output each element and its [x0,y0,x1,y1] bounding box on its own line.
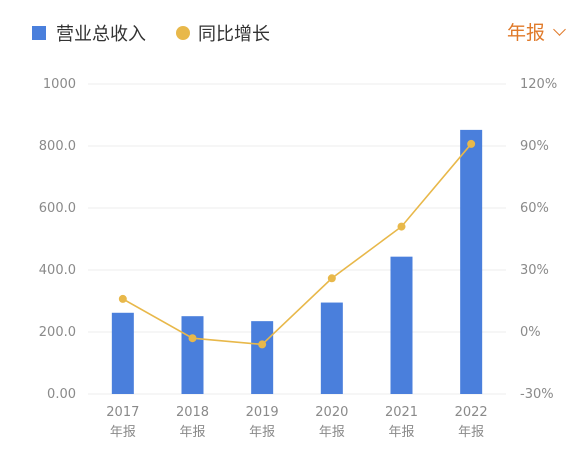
growth-point-2022 [467,139,476,148]
growth-point-2017 [118,294,127,303]
y-right-tick-label: 30% [520,263,549,278]
growth-point-2019 [258,340,267,349]
period-dropdown[interactable]: 年报 [506,18,566,45]
bar-revenue-2019 [251,321,274,394]
legend-bar-swatch [32,26,46,40]
chart-legend: 营业总收入 同比增长 [32,20,300,46]
y-left-tick-label: 600.0 [39,201,76,216]
x-tick-year-label: 2017 [106,405,139,420]
bar-revenue-2018 [181,316,204,394]
x-tick-year-label: 2022 [455,405,488,420]
y-right-tick-label: -30% [520,387,554,402]
x-tick-period-label: 年报 [388,425,414,440]
bar-revenue-2021 [390,256,413,394]
legend-dot-swatch [176,26,190,40]
x-tick-year-label: 2019 [246,405,279,420]
x-tick-period-label: 年报 [179,425,205,440]
x-tick-year-label: 2018 [176,405,209,420]
bar-revenue-2022 [460,129,483,394]
x-tick-period-label: 年报 [110,425,136,440]
y-right-tick-label: 120% [520,77,557,92]
legend-item-growth[interactable]: 同比增长 [176,20,270,46]
y-right-tick-label: 0% [520,325,541,340]
bar-revenue-2020 [320,302,343,394]
x-tick-period-label: 年报 [458,425,484,440]
x-tick-period-label: 年报 [249,425,275,440]
period-dropdown-label: 年报 [506,22,545,44]
growth-point-2020 [327,274,336,283]
y-left-tick-label: 200.0 [39,325,76,340]
x-tick-year-label: 2021 [385,405,418,420]
legend-item-revenue[interactable]: 营业总收入 [32,20,146,46]
legend-growth-label: 同比增长 [198,24,270,45]
growth-line [122,143,472,346]
growth-point-2018 [188,334,197,343]
growth-point-2021 [397,222,406,231]
legend-revenue-label: 营业总收入 [56,24,146,45]
x-tick-year-label: 2020 [315,405,348,420]
y-left-tick-label: 0.00 [47,387,76,402]
x-tick-period-label: 年报 [319,425,345,440]
y-right-tick-label: 90% [520,139,549,154]
y-left-tick-label: 1000 [43,77,76,92]
y-left-tick-label: 400.0 [39,263,76,278]
y-right-tick-label: 60% [520,201,549,216]
y-left-tick-label: 800.0 [39,139,76,154]
bar-revenue-2017 [111,312,134,394]
